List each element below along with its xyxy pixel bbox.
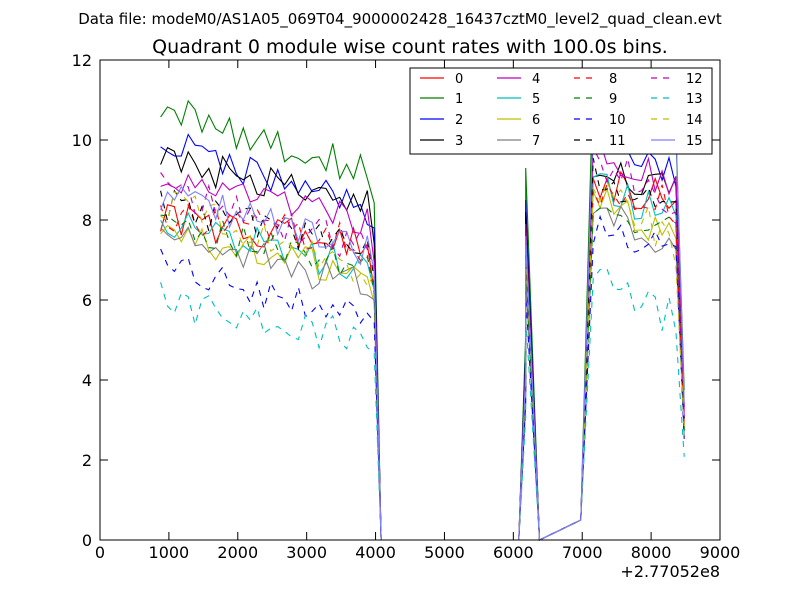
- series-line-0: [160, 170, 685, 541]
- y-tick-label: 4: [82, 371, 92, 390]
- legend-label-13: 13: [686, 92, 703, 107]
- legend-label-1: 1: [455, 92, 463, 107]
- legend-label-4: 4: [532, 72, 540, 87]
- x-offset-label: +2.77052e8: [620, 562, 720, 581]
- suptitle: Data file: modeM0/AS1A05_069T04_90000024…: [78, 10, 722, 29]
- chart-title: Quadrant 0 module wise count rates with …: [152, 36, 668, 58]
- legend-label-9: 9: [609, 92, 617, 107]
- series-line-3: [160, 146, 685, 541]
- series-line-11: [160, 157, 685, 541]
- series-line-13: [160, 268, 685, 541]
- y-tick-label: 8: [82, 211, 92, 230]
- x-tick-label: 0: [95, 543, 105, 562]
- series-line-12: [160, 146, 685, 541]
- legend-label-12: 12: [686, 72, 703, 87]
- x-tick-label: 6000: [493, 543, 534, 562]
- series-line-10: [160, 214, 685, 541]
- legend-label-3: 3: [455, 134, 463, 149]
- legend-label-10: 10: [609, 113, 626, 128]
- x-tick-label: 7000: [562, 543, 603, 562]
- x-axis-ticks: 0 1000 2000 3000 4000 5000 6000 7000 8000 9000: [95, 60, 740, 562]
- x-tick-label: 9000: [700, 543, 741, 562]
- legend-label-2: 2: [455, 113, 463, 128]
- x-tick-label: 8000: [631, 543, 672, 562]
- legend-label-11: 11: [609, 134, 626, 149]
- legend-label-7: 7: [532, 134, 540, 149]
- x-tick-label: 4000: [355, 543, 396, 562]
- x-tick-label: 5000: [424, 543, 465, 562]
- series-line-7: [160, 205, 685, 541]
- legend-label-14: 14: [686, 113, 703, 128]
- series-line-4: [160, 122, 685, 541]
- series-line-6: [160, 186, 685, 541]
- series-line-5: [160, 173, 685, 541]
- legend-label-5: 5: [532, 92, 540, 107]
- y-tick-label: 2: [82, 451, 92, 470]
- x-tick-label: 1000: [149, 543, 190, 562]
- legend-label-15: 15: [686, 134, 703, 149]
- y-tick-label: 0: [82, 531, 92, 550]
- legend-label-8: 8: [609, 72, 617, 87]
- series-line-9: [160, 207, 685, 541]
- x-tick-label: 3000: [286, 543, 327, 562]
- series-line-14: [160, 180, 685, 541]
- series-line-8: [160, 183, 685, 541]
- legend-label-6: 6: [532, 113, 540, 128]
- y-tick-label: 10: [72, 131, 92, 150]
- legend-label-0: 0: [455, 72, 463, 87]
- y-tick-label: 6: [82, 291, 92, 310]
- y-tick-label: 12: [72, 51, 92, 70]
- x-tick-label: 2000: [217, 543, 258, 562]
- series-line-15: [160, 105, 685, 541]
